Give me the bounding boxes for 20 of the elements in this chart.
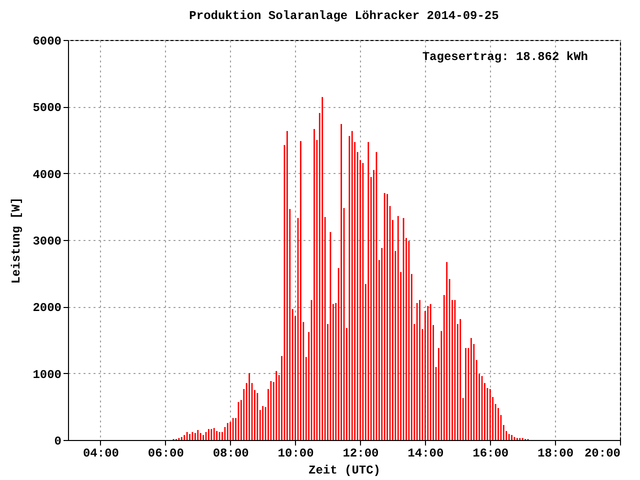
x-axis-title: Zeit (UTC) [308, 464, 381, 478]
x-tick-label: 12:00 [342, 446, 379, 460]
annotation: Tagesertrag: 18.862 kWh [422, 50, 588, 64]
y-tick-label: 0 [54, 434, 62, 448]
y-axis-title: Leistung [W] [10, 197, 24, 284]
x-tick-label: 14:00 [408, 446, 444, 460]
x-tick-label: 04:00 [82, 446, 119, 460]
x-tick-label: 06:00 [148, 446, 184, 460]
x-tick-label: 08:00 [212, 446, 249, 460]
x-tick-label: 18:00 [538, 446, 574, 460]
x-tick-label: 10:00 [278, 446, 314, 460]
x-tick-label: 20:00 [584, 446, 620, 460]
y-tick-label: 6000 [32, 34, 62, 48]
x-tick-label: 16:00 [472, 446, 509, 460]
y-tick-label: 4000 [32, 168, 62, 182]
y-tick-label: 5000 [32, 101, 62, 116]
chart-title: Produktion Solaranlage Löhracker 2014-09-25 [189, 9, 499, 23]
y-tick-label: 2000 [32, 301, 62, 316]
y-tick-label: 1000 [32, 368, 62, 382]
y-tick-label: 3000 [32, 234, 62, 248]
